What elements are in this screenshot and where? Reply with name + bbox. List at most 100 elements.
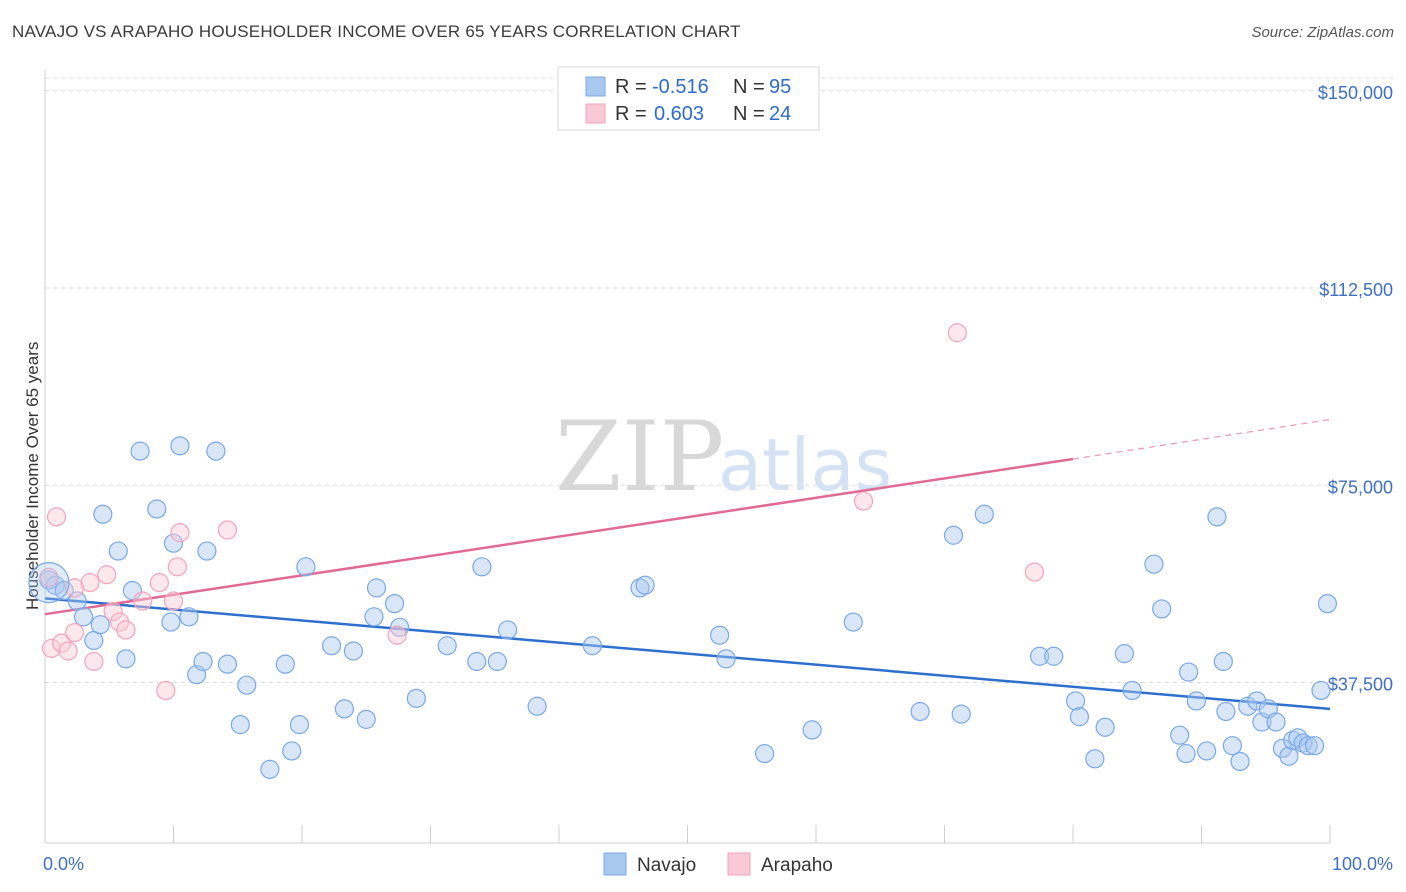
source-label: Source: ZipAtlas.com bbox=[1251, 24, 1394, 41]
point-arapaho bbox=[156, 680, 176, 701]
point-arapaho bbox=[170, 523, 190, 543]
point-navajo bbox=[1085, 749, 1105, 769]
point-navajo bbox=[1230, 751, 1250, 772]
point-navajo bbox=[635, 575, 655, 595]
point-arapaho bbox=[133, 591, 153, 611]
point-navajo bbox=[1144, 554, 1164, 574]
point-navajo bbox=[498, 620, 518, 640]
point-arapaho bbox=[947, 323, 967, 343]
legend-r-label-arapaho: R = bbox=[615, 103, 647, 125]
trend-line-extension-arapaho bbox=[1072, 418, 1331, 460]
point-arapaho bbox=[58, 641, 78, 661]
point-arapaho bbox=[853, 491, 874, 511]
point-navajo bbox=[237, 675, 257, 695]
point-navajo bbox=[193, 651, 213, 672]
y-tick-label: $112,500 bbox=[1319, 280, 1393, 300]
legend-swatch-arapaho bbox=[585, 103, 606, 124]
point-navajo bbox=[384, 594, 405, 614]
point-navajo bbox=[802, 720, 822, 740]
point-navajo bbox=[974, 504, 994, 524]
point-navajo bbox=[390, 617, 410, 637]
point-navajo bbox=[163, 533, 184, 553]
point-arapaho bbox=[84, 651, 104, 672]
y-axis-title: Householder Income Over 65 years bbox=[23, 342, 42, 610]
point-arapaho bbox=[109, 612, 130, 632]
y-tick-label: $150,000 bbox=[1318, 83, 1393, 103]
point-navajo bbox=[1311, 680, 1331, 701]
chart-title: NAVAJO VS ARAPAHO HOUSEHOLDER INCOME OVE… bbox=[12, 22, 741, 41]
point-navajo bbox=[467, 651, 487, 672]
point-navajo bbox=[296, 557, 316, 577]
point-navajo bbox=[230, 715, 250, 735]
watermark-zip: ZIP bbox=[555, 401, 724, 513]
bottom-legend-swatch-navajo bbox=[603, 852, 627, 876]
data-points bbox=[28, 323, 1338, 779]
point-navajo bbox=[1044, 646, 1064, 666]
point-navajo bbox=[197, 541, 217, 561]
point-navajo bbox=[1152, 599, 1172, 619]
point-navajo bbox=[147, 499, 167, 519]
point-navajo bbox=[1247, 691, 1267, 711]
point-navajo bbox=[1069, 707, 1090, 727]
trend-line-navajo bbox=[44, 597, 1331, 711]
point-navajo bbox=[161, 612, 181, 632]
point-arapaho bbox=[80, 573, 100, 593]
point-arapaho bbox=[64, 622, 85, 643]
point-navajo bbox=[1213, 651, 1233, 672]
bottom-legend-arapaho: Arapaho bbox=[761, 855, 833, 876]
point-arapaho bbox=[46, 507, 67, 527]
point-navajo bbox=[73, 607, 94, 627]
point-navajo bbox=[843, 612, 863, 632]
point-navajo bbox=[951, 704, 971, 724]
point-navajo bbox=[122, 580, 142, 601]
point-navajo bbox=[217, 654, 238, 674]
x-tick-label-end: 100.0% bbox=[1332, 854, 1393, 874]
point-navajo bbox=[437, 636, 457, 656]
point-navajo bbox=[321, 636, 342, 656]
point-navajo bbox=[1304, 736, 1325, 756]
point-navajo bbox=[1095, 717, 1115, 737]
point-arapaho bbox=[167, 557, 187, 577]
point-navajo bbox=[1179, 662, 1199, 682]
point-navajo bbox=[1216, 701, 1236, 722]
point-navajo bbox=[116, 649, 136, 669]
point-navajo bbox=[406, 688, 426, 708]
point-navajo bbox=[260, 759, 280, 779]
point-navajo bbox=[289, 715, 310, 735]
point-navajo bbox=[130, 441, 150, 461]
point-arapaho bbox=[387, 625, 407, 645]
point-navajo bbox=[527, 696, 547, 716]
point-navajo bbox=[1207, 507, 1227, 527]
bottom-legend: Navajo Arapaho bbox=[603, 852, 833, 876]
point-navajo bbox=[90, 615, 110, 635]
point-navajo bbox=[1029, 646, 1050, 666]
point-navajo bbox=[1317, 594, 1338, 614]
point-navajo bbox=[93, 504, 113, 524]
point-arapaho bbox=[116, 620, 136, 640]
point-navajo bbox=[1065, 691, 1086, 711]
legend-swatch-navajo bbox=[585, 76, 606, 97]
point-navajo bbox=[910, 701, 930, 722]
point-navajo bbox=[1186, 691, 1206, 711]
point-navajo bbox=[366, 578, 387, 598]
watermark: ZIP atlas bbox=[555, 401, 892, 513]
point-navajo bbox=[179, 607, 199, 627]
point-arapaho bbox=[149, 573, 169, 593]
legend-r-label-navajo: R = bbox=[615, 76, 647, 98]
gridlines bbox=[45, 77, 1395, 684]
point-arapaho bbox=[52, 633, 72, 653]
legend-r-value-navajo: -0.516 bbox=[652, 76, 709, 98]
point-arapaho bbox=[41, 638, 62, 658]
point-navajo bbox=[45, 575, 65, 595]
legend-n-label-navajo: N = bbox=[733, 76, 765, 98]
point-navajo bbox=[582, 636, 603, 656]
point-navajo bbox=[1288, 728, 1308, 748]
point-navajo-cluster bbox=[28, 562, 70, 604]
point-navajo bbox=[1238, 696, 1258, 716]
point-navajo bbox=[364, 607, 384, 627]
legend-n-label-arapaho: N = bbox=[733, 103, 765, 125]
point-arapaho bbox=[1024, 562, 1045, 582]
y-tick-labels: $37,500 $75,000 $112,500 $150,000 bbox=[1318, 83, 1393, 695]
point-navajo bbox=[1222, 736, 1242, 756]
